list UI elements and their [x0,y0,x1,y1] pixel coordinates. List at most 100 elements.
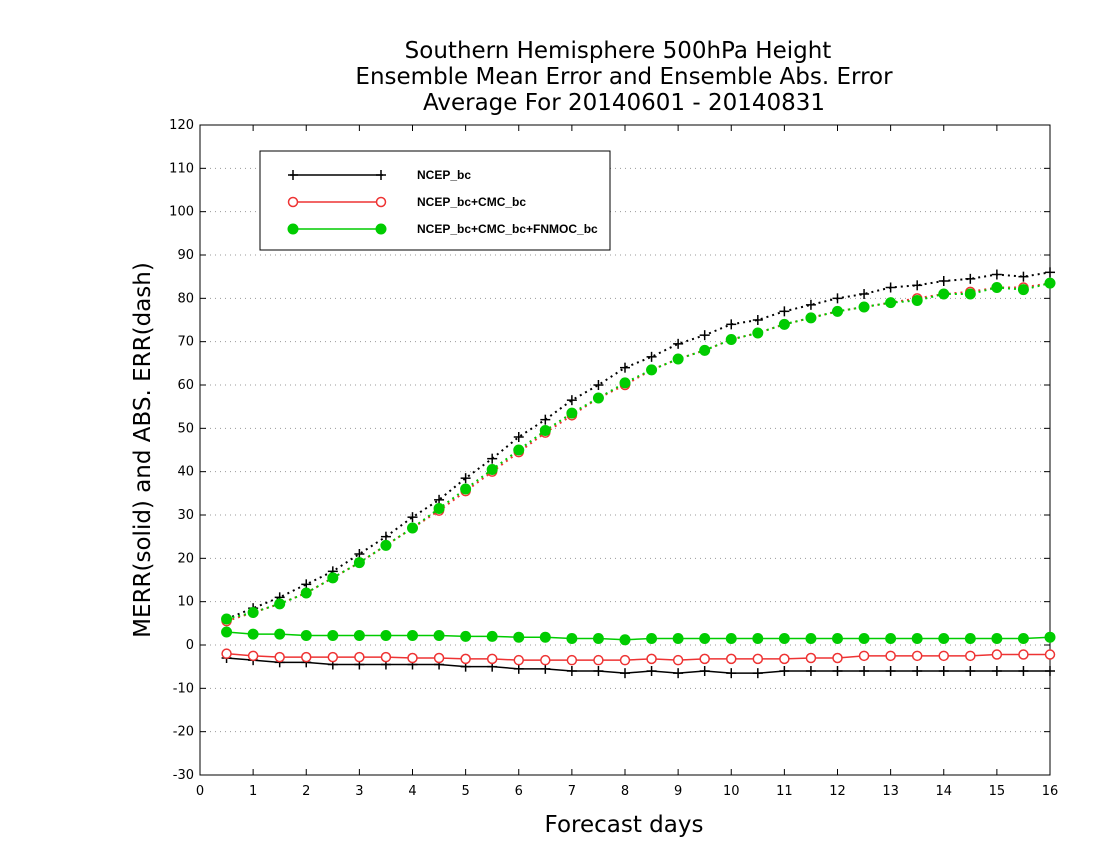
series-0-abs-point-9 [460,473,471,484]
series-2-abs-point-27 [938,288,950,300]
series-2-mean-point-22 [805,633,817,644]
series-2-abs-point-7 [407,522,418,534]
series-2-mean-point-13 [566,633,578,644]
series-0-mean-point-16 [646,666,657,676]
series-1-mean-point-30 [1018,649,1029,660]
series-2-mean-point-0 [221,626,233,638]
series-1-mean-point-28 [965,650,976,662]
x-tick-label: 12 [829,784,846,799]
series-2-mean-point-12 [539,631,551,643]
series-1-mean-point-9 [460,653,471,665]
series-1-mean-point-23 [832,652,843,664]
y-tick-label: 30 [177,508,194,523]
series-1-mean-point-31 [1044,649,1056,660]
series-2-mean-point-7 [407,629,418,641]
series-2-mean-point-9 [460,630,472,642]
x-tick-label: 16 [1042,784,1059,799]
series-2-abs-point-12 [539,425,551,436]
series-2-abs-point-29 [991,282,1003,293]
series-1-mean-point-12 [540,654,551,666]
series-2-abs-point-14 [592,392,604,404]
x-tick-label: 6 [515,784,523,799]
y-tick-label: -20 [173,725,194,740]
y-tick-label: -10 [173,681,194,696]
series-1-mean-point-29 [991,649,1003,660]
series-2-abs-point-9 [460,483,472,495]
series-1-mean-point-20 [752,653,764,665]
series-2-abs-point-18 [699,344,711,356]
series-0-abs-point-28 [965,273,976,284]
series-1-mean-point-25 [885,650,896,662]
series-2-abs-point-0 [221,613,233,625]
series-0-abs-point-27 [938,276,949,286]
series-0-mean-point-27 [938,666,949,676]
y-tick-label: 120 [169,118,194,133]
legend-label-2: NCEP_bc+CMC_bc+FNMOC_bc [417,222,598,236]
series-2-mean-point-1 [247,628,259,640]
series-2-abs-point-23 [832,305,843,317]
series-2-mean-point-5 [353,629,365,641]
x-tick-label: 5 [461,784,469,799]
series-2-mean-point-31 [1044,631,1056,643]
series-1-mean-point-5 [354,651,365,663]
x-tick-label: 4 [408,784,416,799]
legend-marker-end-2 [375,223,387,235]
series-0-abs-point-18 [699,330,710,341]
x-tick-label: 2 [302,784,310,799]
series-1-mean-point-19 [726,653,737,665]
series-2-abs-point-17 [672,353,684,365]
series-2-abs-point-8 [433,503,445,514]
legend-box [259,150,611,251]
x-tick-label: 3 [355,784,363,799]
series-2-abs-point-10 [486,464,498,475]
series-2-mean-point-27 [938,633,950,644]
series-2-abs-point-1 [247,607,259,618]
y-tick-label: 110 [169,161,194,176]
series-2-mean-point-17 [672,633,684,644]
series-0-mean-point-22 [805,666,816,676]
series-0-mean-point-24 [859,666,870,676]
series-0-abs-point-13 [566,395,577,406]
legend-marker-start-2 [287,223,299,235]
series-0-mean-point-20 [752,668,763,679]
series-2-abs-point-24 [858,301,870,313]
x-tick-label: 1 [249,784,257,799]
y-tick-label: 50 [177,421,194,436]
series-2-mean-point-24 [858,633,870,644]
series-1-mean-point-1 [247,650,259,662]
series-1-mean-point-14 [593,654,604,666]
series-0-abs-point-31 [1045,267,1055,278]
y-tick-label: 0 [186,638,194,653]
series-0-abs-point-24 [859,289,870,299]
series-0 [221,267,1055,679]
series-1-mean-point-11 [513,654,524,666]
series-2-mean-point-28 [964,633,976,644]
series-0-abs-point-16 [646,351,657,362]
x-tick-label: 15 [989,784,1006,799]
series-2-mean-point-4 [327,629,339,641]
series-0-mean-point-18 [699,666,710,676]
series-0-mean-point-28 [965,666,976,676]
series-2-mean-point-2 [274,628,286,640]
series-1-mean-point-7 [407,652,418,664]
series-0-mean-point-31 [1045,666,1055,676]
series-2-mean-point-11 [513,631,525,643]
series-0-mean-point-14 [593,666,604,676]
series-1-mean-point-6 [380,651,392,663]
series-1-mean-point-13 [566,654,578,666]
series-2-abs-point-19 [725,334,737,345]
legend-label-0: NCEP_bc [417,168,471,182]
y-axis-label: MERR(solid) and ABS. ERR(dash) [130,262,156,638]
series-0-abs-err-line [226,271,1051,620]
x-tick-label: 13 [882,784,899,799]
series-1-mean-point-0 [221,648,232,659]
title-line-1: Southern Hemisphere 500hPa Height [405,38,832,64]
series-1-mean-point-16 [646,653,657,665]
series-0-abs-point-26 [912,280,923,291]
series-2-abs-point-11 [513,444,525,456]
series-0-abs-point-15 [620,362,630,373]
x-tick-label: 9 [674,784,682,799]
series-2 [221,277,1056,646]
series-2-abs-point-6 [380,539,392,551]
